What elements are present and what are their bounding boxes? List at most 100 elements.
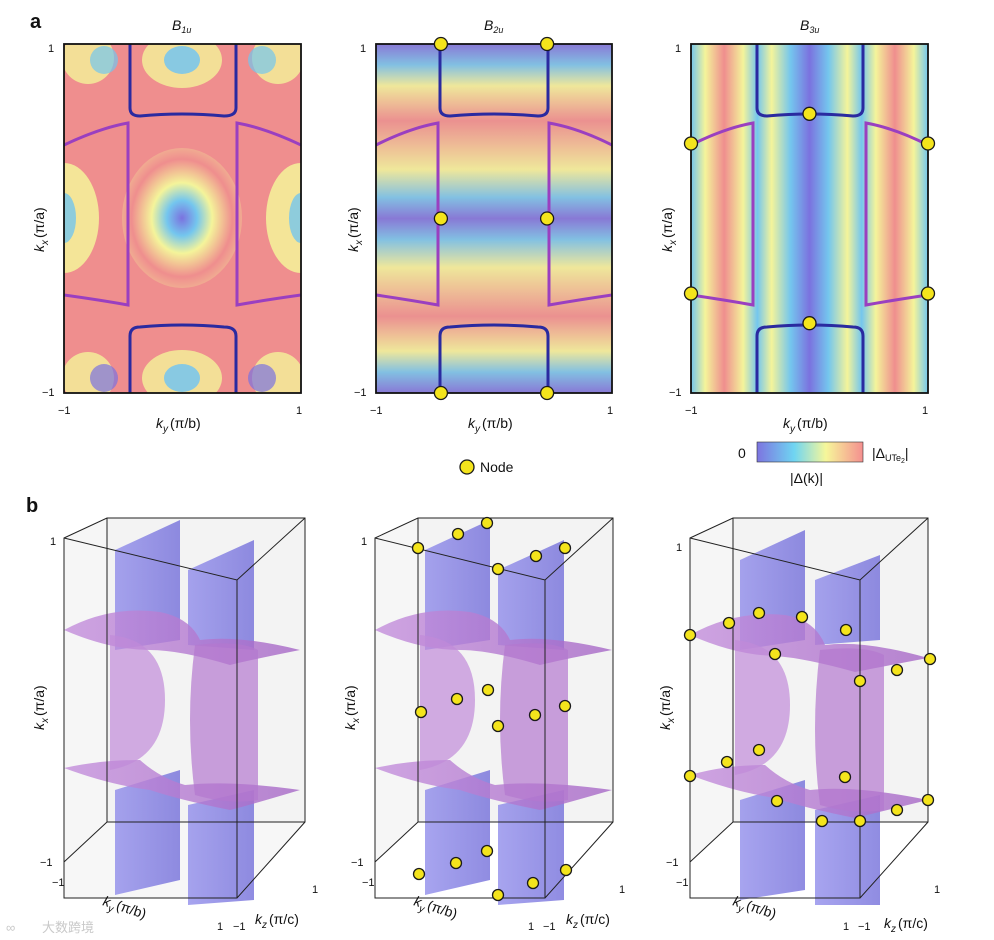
colorbar-min-label: 0 xyxy=(738,445,746,461)
b1-purple-tube-right xyxy=(190,643,258,802)
node-legend-label: Node xyxy=(480,459,514,475)
b2u-ylabel: kx(π/a) xyxy=(345,207,365,252)
b3-ytick-top: 1 xyxy=(676,542,682,554)
b2-ztick-left: −1 xyxy=(543,921,556,933)
watermark-text: 大数跨境 xyxy=(42,920,94,935)
b2-3d-node-1 xyxy=(411,541,425,555)
b1u-ytick-bottom: −1 xyxy=(42,387,55,399)
b2-3d-node-9 xyxy=(481,683,495,697)
b3-3d-node-17 xyxy=(890,803,904,817)
panel-a-b3u: B3u 1 −1 −1 1 ky (π/b) kx(π/a) xyxy=(659,17,936,435)
b1u-xtick-right: 1 xyxy=(296,405,302,417)
b3-ylabel: kx(π/a) xyxy=(657,685,677,730)
b2u-node-5 xyxy=(433,385,449,401)
panel-a-b1u: B1u 1 −1 −1 1 xyxy=(31,17,302,435)
b2-3d-node-14 xyxy=(449,856,463,870)
b2-3d-node-17 xyxy=(526,876,540,890)
b2-ztick-right: 1 xyxy=(619,884,625,896)
b3u-node-5 xyxy=(683,286,699,301)
b2-3d-node-3 xyxy=(480,516,494,530)
b2-3d-node-2 xyxy=(451,527,465,541)
b2-xtick-right: 1 xyxy=(528,921,534,933)
b3-3d-node-3 xyxy=(752,606,766,620)
b1-purple-tube-left xyxy=(110,635,165,770)
b2u-node-2 xyxy=(539,36,555,52)
b2-3d-node-8 xyxy=(450,692,464,706)
b2-ylabel: kx(π/a) xyxy=(342,685,362,730)
b2u-xtick-left: −1 xyxy=(370,405,383,417)
b3-3d-node-4 xyxy=(768,647,782,661)
b3u-xtick-left: −1 xyxy=(685,405,698,417)
b3u-xlabel: ky (π/b) xyxy=(783,415,828,435)
b3-3d-node-2 xyxy=(722,616,736,630)
b2-ytick-bottom: −1 xyxy=(351,857,364,869)
b2-3d-node-12 xyxy=(558,699,572,713)
b2u-nodes xyxy=(433,36,555,401)
b3u-nodes xyxy=(683,106,936,331)
b3-nodes xyxy=(683,606,937,828)
b2-zlabel: kz (π/c) xyxy=(566,911,610,931)
b3-ytick-bottom: −1 xyxy=(666,857,679,869)
b3-3d-node-6 xyxy=(839,623,853,637)
b1u-title: B1u xyxy=(172,17,191,35)
b2u-xtick-right: 1 xyxy=(607,405,613,417)
b2-3d-node-5 xyxy=(529,549,543,563)
b2-nodes xyxy=(411,516,573,902)
b3-3d-node-5 xyxy=(795,610,809,624)
panel-b-box-2: 1 −1 −1 1 −1 1 ky(π/b) kz (π/c) kx(π/a) xyxy=(342,516,625,933)
b2u-xlabel: ky (π/b) xyxy=(468,415,513,435)
b3-3d-node-1 xyxy=(683,628,697,642)
b1-blue-sheet-lower-left xyxy=(115,770,180,895)
b3-3d-node-9 xyxy=(923,652,937,666)
b3-3d-node-13 xyxy=(770,794,784,808)
b3u-ytick-bottom: −1 xyxy=(669,387,682,399)
b1u-xlabel: ky (π/b) xyxy=(156,415,201,435)
b3u-node-3 xyxy=(683,136,699,151)
b2-3d-node-15 xyxy=(480,844,494,858)
colorbar-max-label: |ΔUTe2| xyxy=(872,445,909,465)
b1-xtick-right: 1 xyxy=(217,921,223,933)
b2u-node-6 xyxy=(539,385,555,401)
b2-3d-node-7 xyxy=(414,705,428,719)
watermark-logo-icon: ∞ xyxy=(6,920,15,935)
b3u-xtick-right: 1 xyxy=(922,405,928,417)
b3-3d-node-11 xyxy=(720,755,734,769)
b1-ytick-top: 1 xyxy=(50,536,56,548)
b3u-heatmap xyxy=(691,44,928,393)
b3u-node-6 xyxy=(920,286,936,301)
b3-ztick-right: 1 xyxy=(934,884,940,896)
b3-xtick-left: −1 xyxy=(676,877,689,889)
b3-3d-node-10 xyxy=(683,769,697,783)
colorbar-caption: |Δ(k)| xyxy=(790,470,823,486)
b3u-title: B3u xyxy=(800,17,819,35)
node-legend-marker xyxy=(459,459,475,475)
b3u-node-1 xyxy=(802,106,817,121)
panel-b-label: b xyxy=(26,495,38,517)
b2-3d-node-18 xyxy=(559,863,573,877)
b3-3d-node-18 xyxy=(921,793,935,807)
b3-3d-node-12 xyxy=(752,743,766,757)
b2u-title: B2u xyxy=(484,17,503,35)
b3u-ytick-top: 1 xyxy=(675,43,681,55)
b3-ztick-left: −1 xyxy=(858,921,871,933)
b1u-xtick-left: −1 xyxy=(58,405,71,417)
b3-3d-node-8 xyxy=(890,663,904,677)
b3-3d-node-7 xyxy=(853,674,867,688)
b2u-node-1 xyxy=(433,36,449,52)
b2u-ytick-bottom: −1 xyxy=(354,387,367,399)
colorbar-gradient xyxy=(756,441,864,463)
watermark: ∞ 大数跨境 xyxy=(6,920,94,935)
b2-3d-node-6 xyxy=(558,541,572,555)
b1-ztick-left: −1 xyxy=(233,921,246,933)
b2u-node-3 xyxy=(433,211,449,226)
b1-zlabel: kz (π/c) xyxy=(255,911,299,931)
b2-3d-node-16 xyxy=(491,888,505,902)
b3u-ylabel: kx(π/a) xyxy=(659,207,679,252)
b2-ytick-top: 1 xyxy=(361,536,367,548)
b2-xtick-left: −1 xyxy=(362,877,375,889)
b1-ytick-bottom: −1 xyxy=(40,857,53,869)
b3-zlabel: kz (π/c) xyxy=(884,915,928,935)
b3-3d-node-15 xyxy=(838,770,852,784)
b2-3d-node-4 xyxy=(491,562,505,576)
